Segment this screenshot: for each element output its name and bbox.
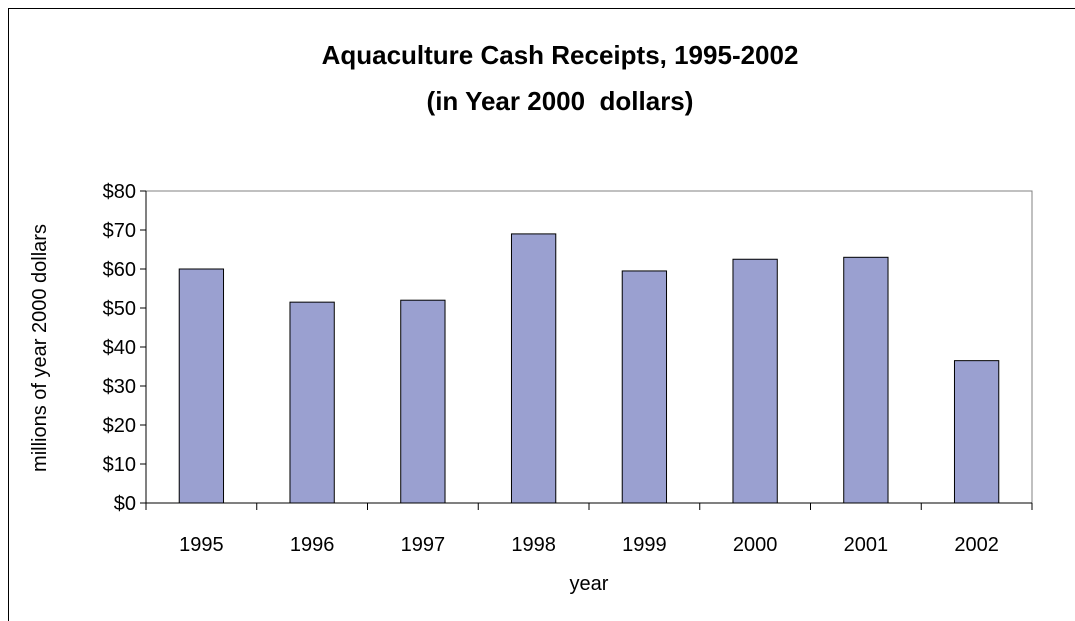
x-axis: 1995 1996 1997 1998 1999 2000 2001 2002: [145, 502, 1033, 556]
y-tick-label: $40: [103, 337, 136, 359]
x-tick-label: 1995: [179, 534, 224, 556]
x-tick-label: 2000: [733, 534, 778, 556]
y-tick-label: $70: [103, 220, 136, 242]
y-tick-label: $30: [103, 376, 136, 398]
bar-1996: [289, 301, 335, 504]
y-axis-label: millions of year 2000 dollars: [29, 224, 51, 472]
x-tick-label: 1999: [622, 534, 667, 556]
bar-2001: [843, 256, 889, 504]
plot-border: [145, 190, 1033, 504]
y-tick-label: $10: [103, 454, 136, 476]
y-tick-label: $60: [103, 259, 136, 281]
y-tick-label: $20: [103, 415, 136, 437]
x-tick-label: 2002: [954, 534, 999, 556]
chart-subtitle: (in Year 2000 dollars): [427, 86, 694, 116]
bar-1995: [178, 268, 225, 504]
bar-1997: [400, 299, 446, 504]
bar-1999: [621, 270, 668, 504]
bar-1998: [510, 233, 557, 504]
chart-title: Aquaculture Cash Receipts, 1995-2002: [322, 40, 799, 70]
x-tick-label: 1996: [290, 534, 335, 556]
x-tick-label: 1997: [401, 534, 446, 556]
bar-2002: [953, 360, 1000, 504]
y-tick-label: $50: [103, 298, 136, 320]
bars-group: [178, 233, 1000, 504]
y-tick-label: $0: [114, 493, 136, 515]
plot-area: [145, 190, 1033, 504]
y-axis: $0 $10 $20 $30 $40 $50 $60 $70 $80: [103, 181, 147, 515]
x-axis-label: year: [570, 573, 609, 595]
x-tick-label: 1998: [511, 534, 556, 556]
y-tick-label: $80: [103, 181, 136, 203]
x-tick-label: 2001: [844, 534, 889, 556]
bar-2000: [732, 258, 778, 504]
